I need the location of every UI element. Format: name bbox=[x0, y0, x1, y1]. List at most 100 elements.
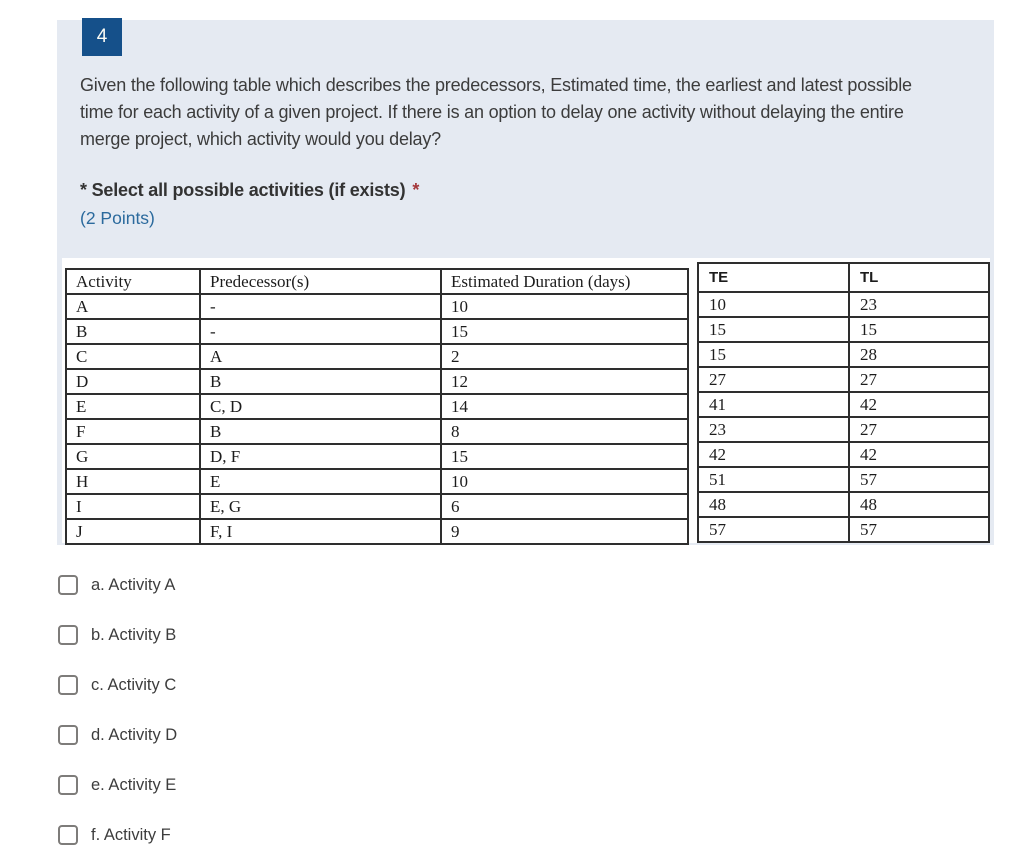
table-row: 41 42 bbox=[697, 391, 990, 418]
table-row: 10 23 bbox=[697, 291, 990, 318]
points-label: (2 Points) bbox=[80, 208, 155, 228]
table-row: 51 57 bbox=[697, 466, 990, 493]
question-number-badge: 4 bbox=[82, 18, 122, 56]
table-cell: 6 bbox=[440, 493, 689, 520]
checkbox-activity-e[interactable] bbox=[58, 775, 78, 795]
table-cell: 9 bbox=[440, 518, 689, 545]
table-cell: 10 bbox=[697, 291, 850, 318]
table-cell: 8 bbox=[440, 418, 689, 445]
table-cell: 48 bbox=[697, 491, 850, 518]
table-cell: B bbox=[65, 318, 201, 345]
table-cell: 23 bbox=[848, 291, 990, 318]
table-cell: I bbox=[65, 493, 201, 520]
option-label[interactable]: d. Activity D bbox=[91, 725, 178, 744]
table-cell: 12 bbox=[440, 368, 689, 395]
table-cell: 27 bbox=[848, 416, 990, 443]
table-cell: C bbox=[65, 343, 201, 370]
column-header-predecessors: Predecessor(s) bbox=[199, 268, 442, 295]
table-header-row: Activity Predecessor(s) Estimated Durati… bbox=[65, 268, 689, 295]
table-cell: A bbox=[65, 293, 201, 320]
table-cell: 48 bbox=[848, 491, 990, 518]
table-row: B -15 bbox=[65, 318, 689, 345]
table-row: E C, D 14 bbox=[65, 393, 689, 420]
option-label[interactable]: b. Activity B bbox=[91, 625, 177, 644]
table-cell: 42 bbox=[848, 391, 990, 418]
option-activity-e[interactable]: e. Activity E bbox=[57, 760, 477, 810]
table-cell: 57 bbox=[848, 516, 990, 543]
table-row: 48 48 bbox=[697, 491, 990, 518]
option-label[interactable]: e. Activity E bbox=[91, 775, 177, 794]
table-cell: 23 bbox=[697, 416, 850, 443]
checkbox-activity-c[interactable] bbox=[58, 675, 78, 695]
table-cell: E bbox=[199, 468, 442, 495]
table-header-row: TE TL bbox=[697, 262, 990, 293]
checkbox-activity-b[interactable] bbox=[58, 625, 78, 645]
table-cell: - bbox=[199, 293, 442, 320]
checkbox-activity-a[interactable] bbox=[58, 575, 78, 595]
column-header-duration: Estimated Duration (days) bbox=[440, 268, 689, 295]
table-cell: 27 bbox=[697, 366, 850, 393]
table-cell: 57 bbox=[848, 466, 990, 493]
table-cell: 41 bbox=[697, 391, 850, 418]
table-cell: 27 bbox=[848, 366, 990, 393]
table-cell: A bbox=[199, 343, 442, 370]
table-cell: 51 bbox=[697, 466, 850, 493]
checkbox-activity-d[interactable] bbox=[58, 725, 78, 745]
prompt-text: Select all possible activities (if exist… bbox=[91, 180, 406, 200]
table-row: D B 12 bbox=[65, 368, 689, 395]
required-asterisk: * bbox=[412, 180, 420, 200]
table-cell: 42 bbox=[697, 441, 850, 468]
table-row: A -10 bbox=[65, 293, 689, 320]
prompt-leading-asterisk: * bbox=[80, 180, 87, 200]
table-row: 42 42 bbox=[697, 441, 990, 468]
table-cell: 14 bbox=[440, 393, 689, 420]
table-cell: 10 bbox=[440, 293, 689, 320]
column-header-activity: Activity bbox=[65, 268, 201, 295]
table-row: 15 15 bbox=[697, 316, 990, 343]
answer-options: a. Activity A b. Activity B c. Activity … bbox=[57, 560, 477, 860]
table-row: 57 57 bbox=[697, 516, 990, 543]
table-cell: 15 bbox=[697, 316, 850, 343]
table-cell: F, I bbox=[199, 518, 442, 545]
table-cell: 2 bbox=[440, 343, 689, 370]
question-text: Given the following table which describe… bbox=[80, 75, 912, 149]
table-cell: 57 bbox=[697, 516, 850, 543]
table-cell: E, G bbox=[199, 493, 442, 520]
table-cell: B bbox=[199, 418, 442, 445]
table-cell: 15 bbox=[440, 443, 689, 470]
table-cell: D, F bbox=[199, 443, 442, 470]
option-activity-f[interactable]: f. Activity F bbox=[57, 810, 477, 860]
question-prompt: * Select all possible activities (if exi… bbox=[80, 180, 419, 201]
table-cell: 42 bbox=[848, 441, 990, 468]
table-cell: 15 bbox=[440, 318, 689, 345]
table-cell: E bbox=[65, 393, 201, 420]
table-cell: F bbox=[65, 418, 201, 445]
column-header-tl: TL bbox=[848, 262, 990, 293]
table-cell: - bbox=[199, 318, 442, 345]
table-cell: D bbox=[65, 368, 201, 395]
table-cell: G bbox=[65, 443, 201, 470]
option-activity-d[interactable]: d. Activity D bbox=[57, 710, 477, 760]
table-cell: B bbox=[199, 368, 442, 395]
table-row: 23 27 bbox=[697, 416, 990, 443]
table-row: G D, F 15 bbox=[65, 443, 689, 470]
activity-table-right: TE TL 10 23 15 15 15 28 27 27 41 42 23 27 42 42… bbox=[697, 262, 990, 543]
option-label[interactable]: a. Activity A bbox=[91, 575, 176, 594]
option-label[interactable]: f. Activity F bbox=[91, 825, 171, 844]
table-cell: 15 bbox=[848, 316, 990, 343]
activity-table-left: Activity Predecessor(s) Estimated Durati… bbox=[65, 268, 689, 545]
table-cell: 10 bbox=[440, 468, 689, 495]
checkbox-activity-f[interactable] bbox=[58, 825, 78, 845]
option-activity-a[interactable]: a. Activity A bbox=[57, 560, 477, 610]
activity-table-image: Activity Predecessor(s) Estimated Durati… bbox=[62, 258, 990, 545]
option-activity-b[interactable]: b. Activity B bbox=[57, 610, 477, 660]
table-cell: H bbox=[65, 468, 201, 495]
option-activity-c[interactable]: c. Activity C bbox=[57, 660, 477, 710]
table-cell: C, D bbox=[199, 393, 442, 420]
table-row: 15 28 bbox=[697, 341, 990, 368]
table-cell: J bbox=[65, 518, 201, 545]
option-label[interactable]: c. Activity C bbox=[91, 675, 177, 694]
